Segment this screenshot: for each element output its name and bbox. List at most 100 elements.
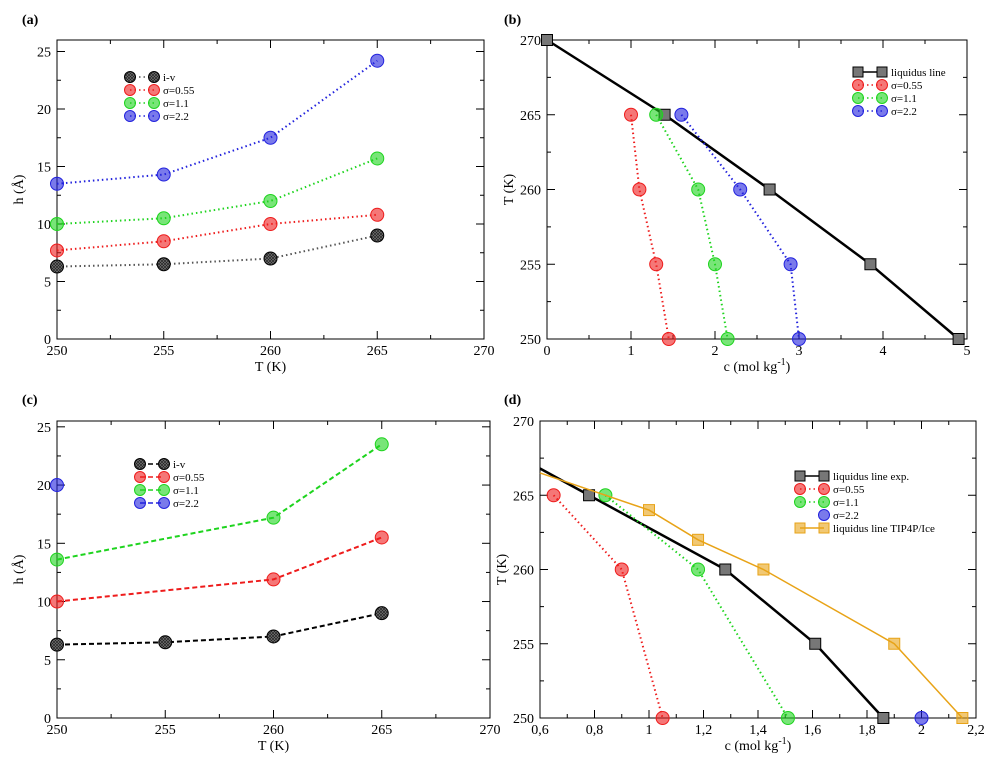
y-tick-label: 5 xyxy=(44,654,51,669)
legend-entry: σ=2.2 xyxy=(852,105,917,118)
legend-label: σ=2.2 xyxy=(891,106,917,118)
legend-entry: σ=1.1 xyxy=(852,92,917,105)
y-tick-label: 270 xyxy=(520,34,541,49)
data-point xyxy=(864,258,877,271)
x-tick-label: 1,2 xyxy=(695,723,713,738)
legend-marker xyxy=(818,509,830,521)
y-tick-label: 15 xyxy=(37,537,51,552)
data-point xyxy=(674,107,689,122)
data-point xyxy=(370,207,385,222)
data-point xyxy=(156,211,171,226)
x-tick-label: 2,2 xyxy=(967,723,985,738)
legend-entry: σ=0.55 xyxy=(124,84,195,97)
data-point xyxy=(719,563,732,576)
y-tick-label: 255 xyxy=(513,638,534,653)
y-tick-label: 20 xyxy=(37,103,51,118)
data-point xyxy=(792,332,806,346)
legend-marker xyxy=(158,471,170,483)
legend-label: σ=2.2 xyxy=(163,111,189,123)
panel-b: (b) 0 1 2 3 4 5 250 255 260 265 270 c (mol kg-1) T (K… xyxy=(502,13,971,375)
x-axis-label: T (K) xyxy=(255,360,287,375)
series-1 xyxy=(624,107,676,346)
series-2 xyxy=(649,107,735,346)
x-tick-label: 2 xyxy=(712,344,719,359)
series-line xyxy=(539,467,885,719)
x-tick-label: 260 xyxy=(263,723,284,738)
legend-marker xyxy=(876,92,888,104)
legend-label: σ=2.2 xyxy=(173,498,199,510)
data-point xyxy=(691,182,706,197)
legend-label: σ=1.1 xyxy=(833,497,859,509)
series-1 xyxy=(50,530,389,609)
data-point xyxy=(624,107,638,122)
data-point xyxy=(370,151,385,166)
x-axis-label: c (mol kg-1) xyxy=(725,736,792,754)
series-line xyxy=(56,536,383,603)
legend-label: i-v xyxy=(163,72,176,84)
legend-marker xyxy=(148,97,160,109)
y-tick-label: 250 xyxy=(520,333,541,348)
legend-entry: σ=2.2 xyxy=(134,497,199,510)
series-2 xyxy=(50,437,389,567)
x-tick-label: 265 xyxy=(371,723,392,738)
legend-marker xyxy=(124,97,136,109)
data-point xyxy=(809,637,822,650)
x-axis-label-sup: -1 xyxy=(777,357,785,368)
legend-marker xyxy=(124,84,136,96)
legend-entry: σ=1.1 xyxy=(794,496,859,509)
series-line xyxy=(56,612,382,646)
data-point xyxy=(50,217,64,231)
x-tick-label: 260 xyxy=(260,344,281,359)
legend-marker xyxy=(794,522,806,534)
legend-marker xyxy=(818,483,830,495)
legend-marker xyxy=(134,471,146,483)
panel-d: (d) 0,6 0,8 1 1,2 1,4 1,6 1,8 2 2,2 250 255 260 265 27… xyxy=(495,393,985,754)
data-point xyxy=(708,257,722,272)
data-point xyxy=(914,711,929,725)
data-point xyxy=(263,194,278,208)
x-axis-label-main: c (mol kg xyxy=(725,739,779,754)
x-axis-label-end: ) xyxy=(786,360,791,375)
legend-entry: σ=1.1 xyxy=(124,97,189,110)
panel-a: (a) 250 255 260 265 270 0 5 10 15 20 25 T (K) h (Å) i-… xyxy=(11,13,495,375)
y-tick-label: 25 xyxy=(37,421,51,436)
x-tick-label: 265 xyxy=(367,344,388,359)
data-point xyxy=(655,711,670,725)
x-tick-label: 1,6 xyxy=(804,723,822,738)
x-tick-label: 1 xyxy=(628,344,635,359)
legend-label: liquidus line exp. xyxy=(833,471,909,483)
legend-entry: σ=0.55 xyxy=(852,79,923,92)
x-axis-label-sup: -1 xyxy=(778,736,786,747)
series-3 xyxy=(50,478,64,493)
y-tick-label: 25 xyxy=(37,46,51,61)
series-2 xyxy=(598,488,795,725)
data-point xyxy=(50,176,64,191)
data-point xyxy=(780,711,795,725)
data-point xyxy=(614,562,629,577)
x-axis-label-end: ) xyxy=(787,739,792,754)
data-point xyxy=(158,635,173,650)
legend-marker xyxy=(852,79,864,91)
data-point xyxy=(763,183,776,196)
legend-label: σ=0.55 xyxy=(833,484,865,496)
legend-marker xyxy=(158,458,170,470)
legend-marker xyxy=(818,522,830,534)
y-tick-label: 260 xyxy=(520,184,541,199)
legend-marker xyxy=(876,66,888,78)
x-tick-label: 255 xyxy=(153,344,174,359)
data-point xyxy=(877,712,890,724)
legend-entry: σ=2.2 xyxy=(124,110,189,123)
legend-entry: liquidus line xyxy=(852,66,946,79)
legend-entry: liquidus line exp. xyxy=(794,470,909,483)
y-tick-label: 0 xyxy=(44,333,51,348)
data-point xyxy=(783,257,798,272)
legend-marker xyxy=(158,497,170,509)
series-0 xyxy=(539,467,890,724)
legend-marker xyxy=(818,470,830,482)
data-point xyxy=(692,533,705,546)
data-point xyxy=(691,562,706,577)
plot-frame xyxy=(56,420,491,719)
legend-marker xyxy=(134,497,146,509)
x-tick-label: 1 xyxy=(646,723,653,738)
